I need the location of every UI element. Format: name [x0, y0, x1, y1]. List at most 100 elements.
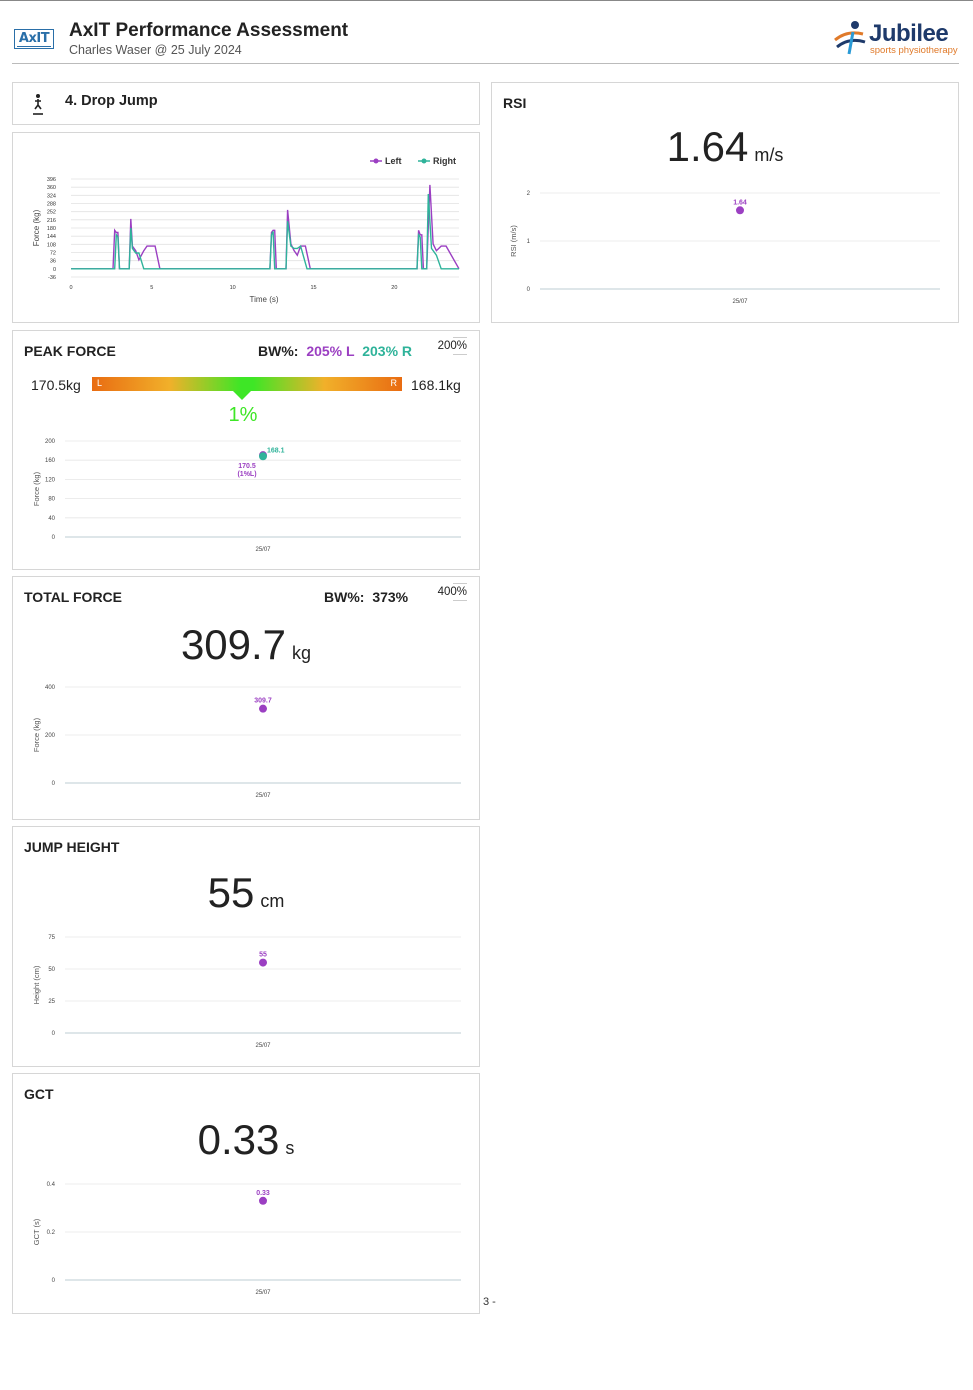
legend-left-label: Left — [385, 156, 402, 166]
trace-y-tick: 108 — [47, 242, 56, 248]
rsi-value: 1.64 — [666, 123, 749, 170]
total-force-y-tick: 400 — [45, 685, 56, 691]
peak-force-left-kg: 170.5kg — [31, 377, 81, 393]
gct-chart: 0.4 0.2 0 GCT (s) 25/07 0.33 — [32, 1182, 461, 1296]
force-trace-chart: Left Right 396 360 324 288 252 216 180 144 108 72… — [32, 156, 460, 304]
trace-y-axis-label: Force (kg) — [32, 209, 41, 246]
total-force-value-display: 309.7 kg — [13, 621, 479, 669]
trace-y-tick: 144 — [47, 234, 56, 240]
peak-force-point-right — [259, 452, 267, 461]
jubilee-wordmark: Jubilee — [869, 20, 949, 47]
gauge-left-label: L — [97, 378, 103, 388]
jubilee-runner-icon — [834, 21, 866, 55]
jump-height-value: 55 — [207, 869, 255, 916]
trace-y-tick: 360 — [47, 185, 56, 191]
peak-force-y-tick: 160 — [45, 458, 56, 464]
total-force-y-tick: 0 — [52, 781, 56, 787]
trace-y-tick: 396 — [47, 177, 56, 183]
trace-legend: Left Right — [370, 156, 456, 166]
trace-y-tick: 72 — [50, 251, 56, 257]
gct-unit: s — [285, 1138, 295, 1158]
trace-y-tick: 288 — [47, 202, 56, 208]
jump-height-unit: cm — [260, 891, 285, 911]
peak-force-bw: BW%: 205% L 203% R — [258, 343, 412, 359]
total-force-chart: 400 200 0 Force (kg) 25/07 309.7 — [32, 685, 461, 799]
total-force-bw: BW%: 373% — [324, 589, 408, 605]
total-force-y-tick: 200 — [45, 733, 56, 739]
peak-force-bw-right: 203% R — [362, 343, 413, 359]
top-border — [0, 0, 973, 1]
rsi-y-axis-label: RSI (m/s) — [509, 225, 518, 257]
peak-force-title: PEAK FORCE — [24, 343, 116, 359]
total-force-unit: kg — [292, 643, 312, 663]
rsi-unit: m/s — [754, 145, 784, 165]
trace-x-tick: 10 — [230, 285, 236, 291]
trace-x-tick: 20 — [391, 285, 397, 291]
peak-force-y-tick: 80 — [48, 497, 55, 503]
trace-y-tick: 252 — [47, 210, 56, 216]
jump-height-point-label: 55 — [259, 952, 267, 959]
peak-force-x-tick: 25/07 — [255, 547, 271, 553]
legend-right-marker — [421, 158, 427, 164]
jubilee-logo: Jubilee sports physiotherapy — [833, 18, 959, 58]
rsi-point — [736, 206, 744, 215]
gct-y-tick: 0.2 — [47, 1230, 56, 1236]
trace-x-tick: 5 — [150, 285, 153, 291]
total-force-point — [259, 704, 267, 713]
asymmetry-percent: 1% — [228, 404, 258, 426]
trace-y-tick: 216 — [47, 218, 56, 224]
peak-force-bw-left: 205% L — [306, 343, 355, 359]
peak-force-y-axis-label: Force (kg) — [32, 471, 41, 506]
gct-point-label: 0.33 — [256, 1190, 270, 1197]
axit-logo: AxIT — [14, 29, 54, 49]
rsi-title: RSI — [503, 95, 527, 111]
trace-x-axis-label: Time (s) — [249, 295, 278, 304]
rsi-y-tick: 0 — [527, 287, 531, 293]
peak-force-right-label: 168.1 — [267, 447, 285, 454]
jump-height-x-tick: 25/07 — [255, 1043, 271, 1049]
page-number: 3 - — [483, 1296, 496, 1308]
peak-force-left-label: 170.5 — [238, 463, 256, 470]
gct-x-tick: 25/07 — [255, 1290, 271, 1296]
gct-y-axis-label: GCT (s) — [32, 1218, 41, 1245]
gct-title: GCT — [24, 1086, 54, 1102]
trace-y-tick: 324 — [47, 193, 56, 199]
jump-height-y-tick: 25 — [48, 999, 55, 1005]
jump-height-y-axis-label: Height (cm) — [32, 965, 41, 1004]
legend-right-label: Right — [433, 156, 456, 166]
total-force-bw-value: 373% — [372, 589, 409, 605]
peak-force-left-sublabel: (1%L) — [237, 471, 256, 478]
total-force-x-tick: 25/07 — [255, 793, 271, 799]
jump-height-value-display: 55 cm — [13, 869, 479, 917]
report-header: AxIT AxIT Performance Assessment Charles… — [12, 12, 959, 64]
gct-card: GCT 0.33 s 0.4 0.2 0 GCT (s) 25/07 0.33 — [12, 1073, 480, 1314]
jubilee-tagline: sports physiotherapy — [870, 45, 958, 56]
peak-force-y-tick: 0 — [52, 535, 56, 541]
peak-force-target: 200% — [438, 337, 467, 355]
jump-height-chart: 75 50 25 0 Height (cm) 25/07 55 — [32, 935, 461, 1049]
trace-right-line — [71, 193, 459, 270]
trace-x-tick: 15 — [310, 285, 316, 291]
gct-value-display: 0.33 s — [13, 1116, 479, 1164]
jump-height-point — [259, 958, 267, 967]
jump-height-y-tick: 50 — [48, 967, 55, 973]
peak-force-y-tick: 120 — [45, 477, 56, 483]
trace-y-tick: 180 — [47, 226, 56, 232]
total-force-value: 309.7 — [180, 621, 287, 668]
peak-force-chart: 200 160 120 80 40 0 Force (kg) 25/07 168.1 170.5(… — [32, 439, 461, 553]
drop-jump-icon — [33, 94, 43, 115]
jump-height-y-tick: 75 — [48, 935, 55, 941]
jump-height-card: JUMP HEIGHT 55 cm 75 50 25 0 Height (cm) 25/07… — [12, 826, 480, 1067]
rsi-y-tick: 1 — [527, 239, 531, 245]
peak-force-y-tick: 200 — [45, 439, 56, 445]
peak-force-bw-label: BW%: — [258, 343, 299, 359]
rsi-chart: 2 1 0 RSI (m/s) 25/07 1.64 — [509, 191, 940, 305]
report-subtitle: Charles Waser @ 25 July 2024 — [69, 43, 242, 57]
force-trace-card: Left Right 396 360 324 288 252 216 180 144 108 72… — [12, 132, 480, 323]
legend-left-marker — [373, 158, 379, 164]
peak-force-y-tick: 40 — [48, 516, 55, 522]
test-title: 4. Drop Jump — [65, 93, 158, 109]
jump-height-title: JUMP HEIGHT — [24, 839, 120, 855]
rsi-y-tick: 2 — [527, 191, 531, 197]
rsi-x-tick: 25/07 — [732, 299, 748, 305]
